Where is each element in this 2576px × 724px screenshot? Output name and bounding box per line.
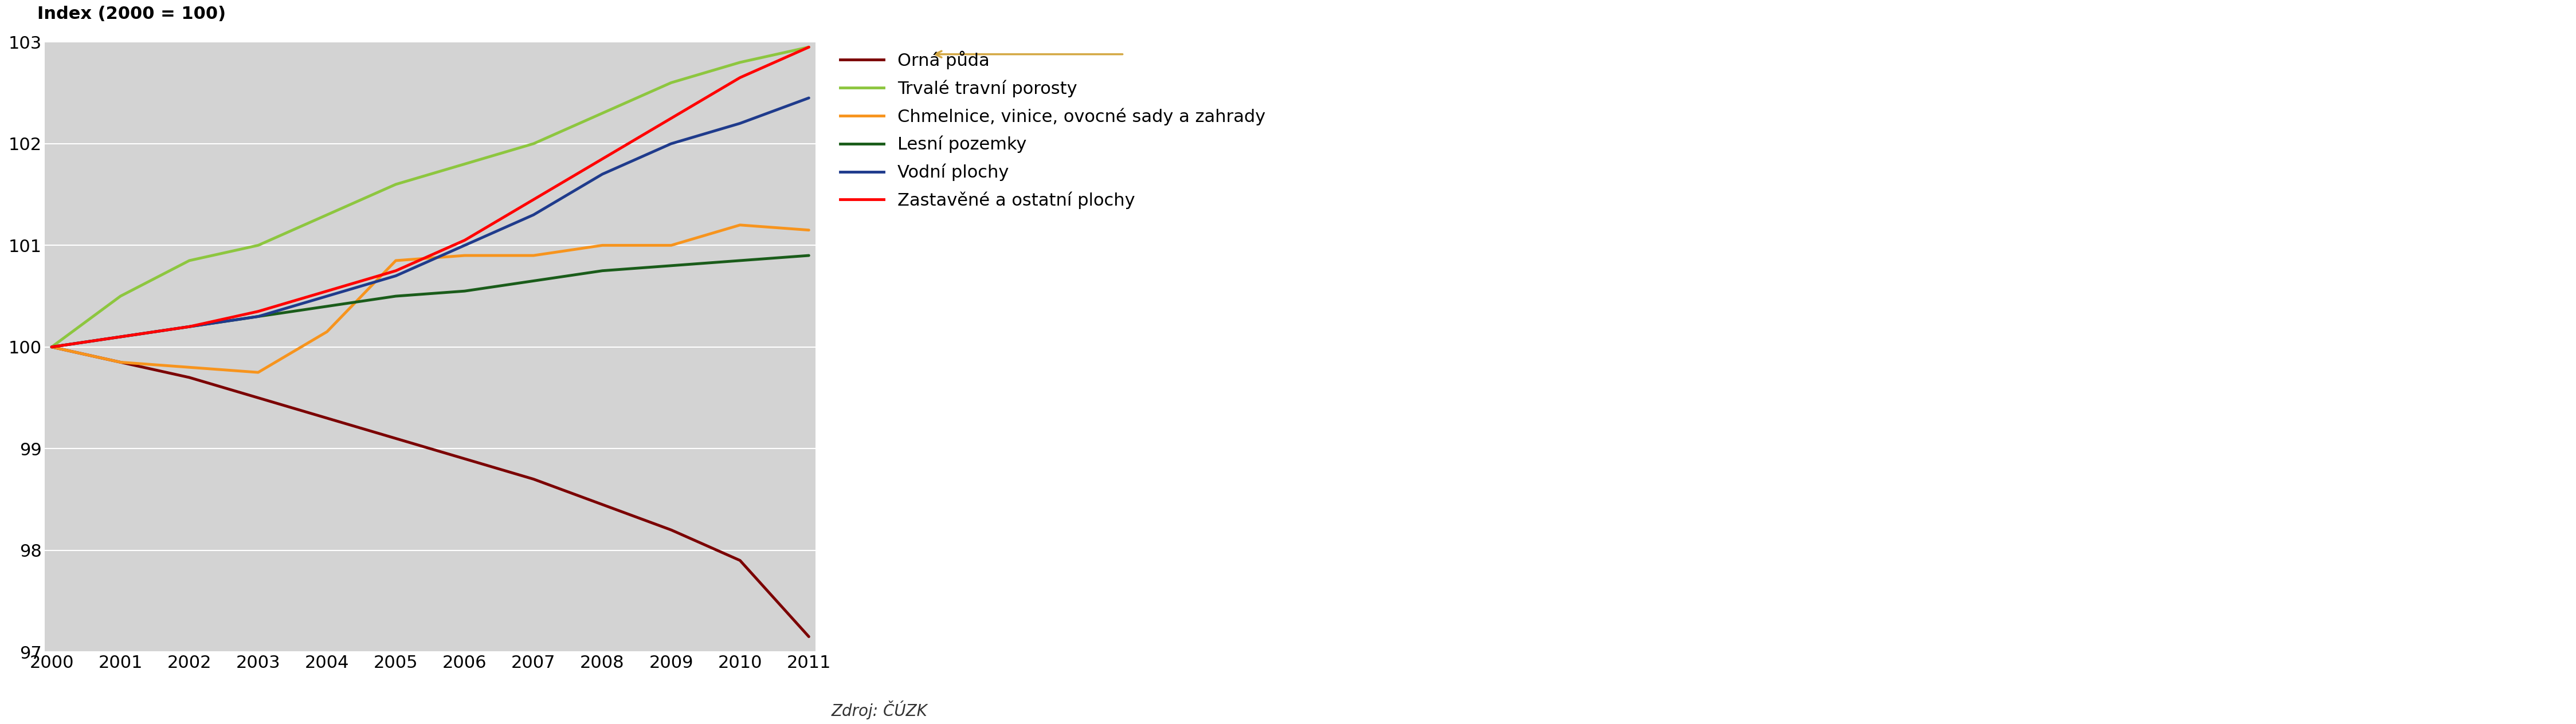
Text: Zdroj: ČÚZK: Zdroj: ČÚZK xyxy=(832,701,927,720)
Text: Index (2000 = 100): Index (2000 = 100) xyxy=(36,6,227,22)
Legend: Orná půda, Trvalé travní porosty, Chmelnice, vinice, ovocné sady a zahrady, Lesn: Orná půda, Trvalé travní porosty, Chmeln… xyxy=(840,51,1265,209)
